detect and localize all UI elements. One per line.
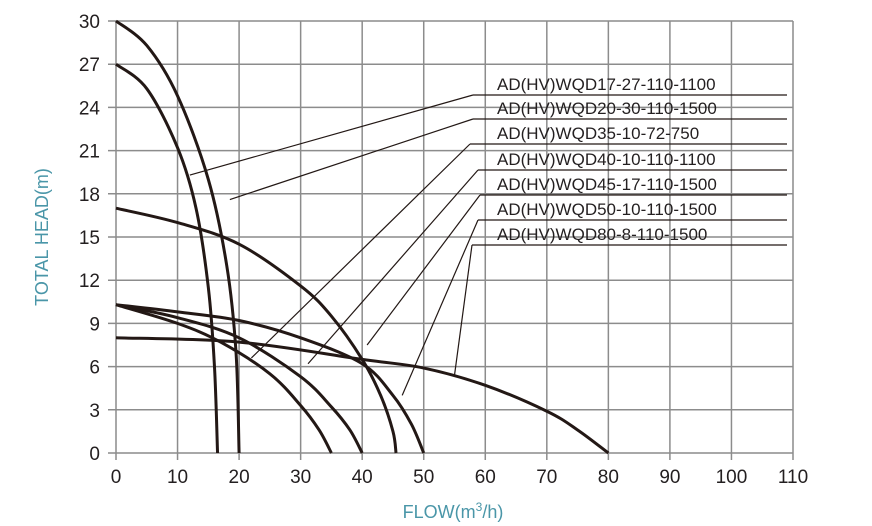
y-tick-label: 30	[79, 12, 100, 33]
series-label: AD(HV)WQD50-10-110-1500	[497, 200, 717, 219]
series-curve-AD(HV)WQD17-27-110-1100	[115, 62, 220, 454]
series-label: AD(HV)WQD17-27-110-1100	[497, 75, 716, 94]
y-tick-label: 6	[89, 358, 100, 379]
series-label: AD(HV)WQD20-30-110-1500	[497, 99, 717, 118]
x-tick-label: 70	[536, 467, 557, 488]
series-label: AD(HV)WQD35-10-72-750	[497, 124, 699, 143]
series-curve-AD(HV)WQD20-30-110-1500	[115, 19, 241, 454]
series-curve-AD(HV)WQD80-8-110-1500	[115, 336, 610, 455]
x-tick-label: 110	[778, 467, 808, 488]
y-tick-label: 9	[89, 314, 100, 335]
series-curve-AD(HV)WQD45-17-110-1500	[115, 206, 398, 454]
leader-line	[307, 169, 479, 365]
y-tick-label: 12	[79, 271, 100, 292]
leader-line	[250, 143, 471, 359]
y-axis-title: TOTAL HEAD(m)	[32, 168, 52, 306]
y-tick-label: 0	[89, 444, 100, 465]
series-curve-AD(HV)WQD40-10-110-1100	[115, 303, 364, 454]
leader-line	[401, 219, 479, 396]
y-tick-label: 27	[79, 55, 100, 76]
legend-labels: AD(HV)WQD17-27-110-1100 AD(HV)WQD20-30-11…	[189, 75, 787, 396]
x-tick-label: 100	[716, 467, 748, 488]
y-tick-label: 15	[79, 228, 100, 249]
x-tick-label: 0	[111, 467, 122, 488]
x-tick-label: 60	[475, 467, 496, 488]
x-tick-label: 50	[413, 467, 434, 488]
tick-labels: 0 10 20 30 40 50 60 70 80 90 100 110 0 3 6 9 12 15 18 21 24 2…	[79, 12, 808, 488]
y-tick-label: 24	[79, 98, 101, 119]
x-axis-title: FLOW(m3/h)	[403, 500, 504, 522]
series-curve-AD(HV)WQD50-10-110-1500	[115, 303, 426, 454]
leader-line	[229, 118, 474, 201]
x-tick-label: 20	[229, 467, 250, 488]
y-tick-label: 18	[79, 185, 100, 206]
x-tick-label: 10	[167, 467, 188, 488]
leader-line	[189, 94, 474, 176]
series-curve-AD(HV)WQD35-10-72-750	[115, 303, 333, 454]
leader-line	[366, 194, 481, 346]
x-tick-label: 30	[290, 467, 311, 488]
leader-line	[453, 244, 473, 376]
grid	[108, 20, 794, 460]
x-tick-label: 40	[352, 467, 373, 488]
x-tick-label: 90	[659, 467, 680, 488]
x-tick-label: 80	[598, 467, 619, 488]
curves	[115, 19, 610, 455]
y-tick-label: 3	[89, 401, 100, 422]
y-tick-label: 21	[79, 142, 100, 163]
series-label: AD(HV)WQD40-10-110-1100	[497, 150, 716, 169]
series-label: AD(HV)WQD80-8-110-1500	[497, 225, 707, 244]
series-label: AD(HV)WQD45-17-110-1500	[497, 175, 717, 194]
